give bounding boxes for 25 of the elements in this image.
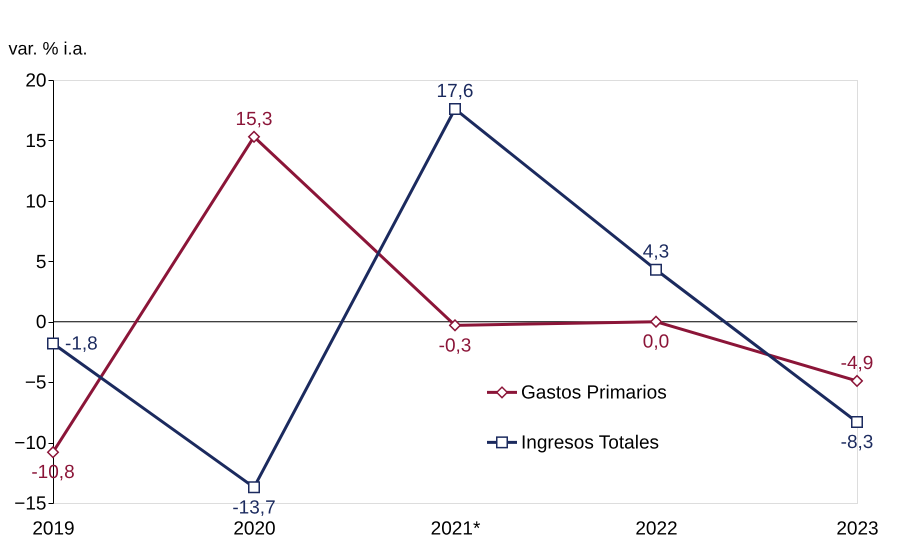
y-tick-label: −10 xyxy=(14,433,46,454)
data-label: -1,8 xyxy=(65,333,98,354)
x-tick-label: 2020 xyxy=(233,518,276,540)
legend-label: Gastos Primarios xyxy=(521,382,667,404)
x-tick-label: 2019 xyxy=(32,518,75,540)
data-label: -8,3 xyxy=(840,432,874,454)
data-label: 0,0 xyxy=(642,332,670,353)
x-tick-label: 2023 xyxy=(836,518,879,540)
x-tick-label: 2022 xyxy=(635,518,678,540)
data-label: -13,7 xyxy=(232,497,276,518)
x-tick-label: 2021* xyxy=(430,518,481,540)
y-axis-title: var. % i.a. xyxy=(8,38,88,58)
legend-label: Ingresos Totales xyxy=(521,432,660,454)
data-label: -4,9 xyxy=(840,352,874,374)
data-label: 17,6 xyxy=(436,81,474,102)
y-tick-label: −5 xyxy=(24,372,46,394)
y-tick-label: 5 xyxy=(36,252,46,273)
y-tick-label: 10 xyxy=(25,191,46,212)
y-tick-label: 20 xyxy=(25,70,46,92)
data-label: 15,3 xyxy=(236,108,272,130)
data-label: 4,3 xyxy=(642,242,670,263)
data-label: -0,3 xyxy=(438,335,472,356)
y-tick-label: 15 xyxy=(25,130,46,152)
y-tick-label: −15 xyxy=(14,494,46,514)
y-tick-label: 0 xyxy=(36,312,46,334)
